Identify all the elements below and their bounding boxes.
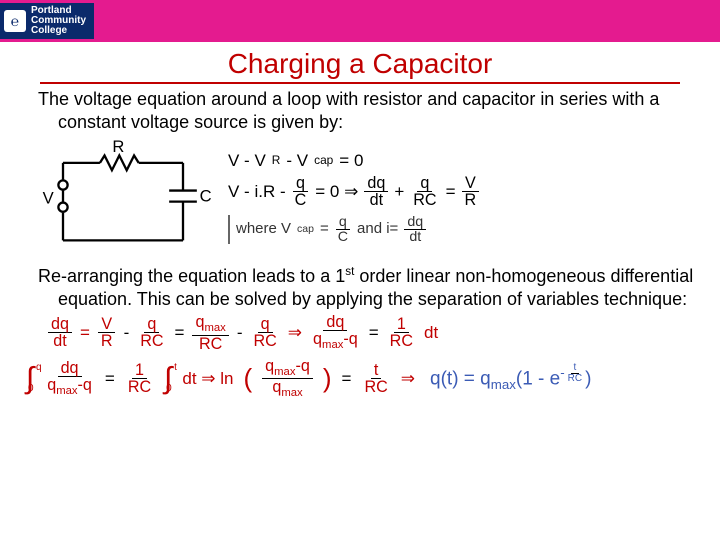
header-bar: ℮ Portland Community College bbox=[0, 0, 720, 42]
circuit-equations-row: R V C V - VR - Vcap = 0 V - i.R - qC = 0… bbox=[18, 137, 702, 257]
separation-equation: dqdt = VR - qRC = qmaxRC - qRC ⇒ dqqmax-… bbox=[48, 314, 702, 352]
slide-title: Charging a Capacitor bbox=[40, 48, 680, 84]
kvl-equation: V - VR - Vcap = 0 bbox=[228, 150, 479, 171]
college-logo: ℮ Portland Community College bbox=[0, 3, 94, 39]
content-area: The voltage equation around a loop with … bbox=[0, 88, 720, 400]
integration-equation: ∫0q dqqmax-q = 1RC ∫0t dt ⇒ ln ( qmax-qq… bbox=[26, 358, 702, 400]
logo-line3: College bbox=[31, 26, 86, 36]
equation-stack-1: V - VR - Vcap = 0 V - i.R - qC = 0 ⇒ dqd… bbox=[228, 150, 479, 244]
logo-text: Portland Community College bbox=[31, 6, 86, 36]
rc-circuit-diagram: R V C bbox=[28, 137, 218, 257]
note-where: where Vcap= qC and i= dqdt bbox=[228, 215, 479, 245]
integral-2: ∫0t bbox=[164, 368, 172, 389]
resistor-label: R bbox=[112, 137, 124, 156]
paragraph-2: Re-arranging the equation leads to a 1st… bbox=[18, 265, 702, 310]
voltage-label: V bbox=[43, 188, 54, 207]
paragraph-1: The voltage equation around a loop with … bbox=[18, 88, 702, 133]
integral-1: ∫0q bbox=[26, 368, 34, 389]
ode-equation: V - i.R - qC = 0 ⇒ dqdt + qRC = VR bbox=[228, 175, 479, 208]
capacitor-label: C bbox=[200, 187, 212, 206]
final-solution: q(t) = qmax(1 - e-tRC) bbox=[425, 360, 596, 397]
logo-glyph: ℮ bbox=[11, 14, 19, 28]
logo-icon: ℮ bbox=[4, 10, 26, 32]
